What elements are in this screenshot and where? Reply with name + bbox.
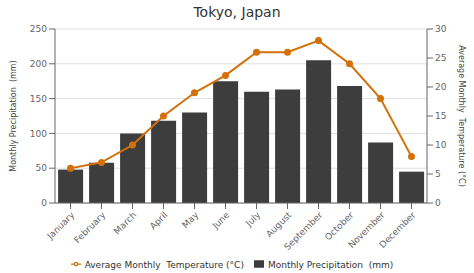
svg-text:May: May bbox=[180, 209, 201, 230]
svg-text:250: 250 bbox=[30, 24, 47, 34]
svg-text:August: August bbox=[264, 210, 294, 240]
svg-text:February: February bbox=[72, 209, 108, 245]
svg-text:0: 0 bbox=[435, 198, 441, 208]
html-text:Monthly Precipitation (mm): Monthly Precipitation (mm) bbox=[267, 260, 394, 270]
svg-text:25: 25 bbox=[435, 53, 446, 63]
svg-text:0: 0 bbox=[41, 198, 47, 208]
svg-text:March: March bbox=[112, 210, 138, 236]
svg-text:Average Monthly Temperature (: Average Monthly Temperature (°C) bbox=[457, 45, 466, 187]
svg-text:150: 150 bbox=[30, 94, 47, 104]
svg-text:June: June bbox=[210, 210, 232, 232]
svg-text:July: July bbox=[243, 209, 263, 229]
svg-text:December: December bbox=[377, 210, 417, 250]
svg-text:10: 10 bbox=[435, 140, 447, 150]
svg-text:30: 30 bbox=[435, 24, 447, 34]
svg-text:15: 15 bbox=[435, 111, 446, 121]
svg-text:100: 100 bbox=[30, 129, 47, 139]
svg-text:50: 50 bbox=[36, 163, 48, 173]
svg-text:September: September bbox=[282, 210, 324, 252]
svg-text:April: April bbox=[148, 210, 170, 232]
svg-text:October: October bbox=[322, 209, 356, 243]
html-text:Average Monthly Temperature (°: Average Monthly Temperature (°C) bbox=[84, 260, 244, 270]
svg-text:January: January bbox=[45, 209, 77, 242]
svg-text:Monthly Precipitation (mm): Monthly Precipitation (mm) bbox=[9, 60, 18, 172]
svg-text:20: 20 bbox=[435, 82, 447, 92]
html-text:Tokyo, Japan: Tokyo, Japan bbox=[193, 4, 281, 20]
svg-text:200: 200 bbox=[30, 59, 47, 69]
svg-text:November: November bbox=[346, 209, 387, 250]
svg-text:5: 5 bbox=[435, 169, 441, 179]
